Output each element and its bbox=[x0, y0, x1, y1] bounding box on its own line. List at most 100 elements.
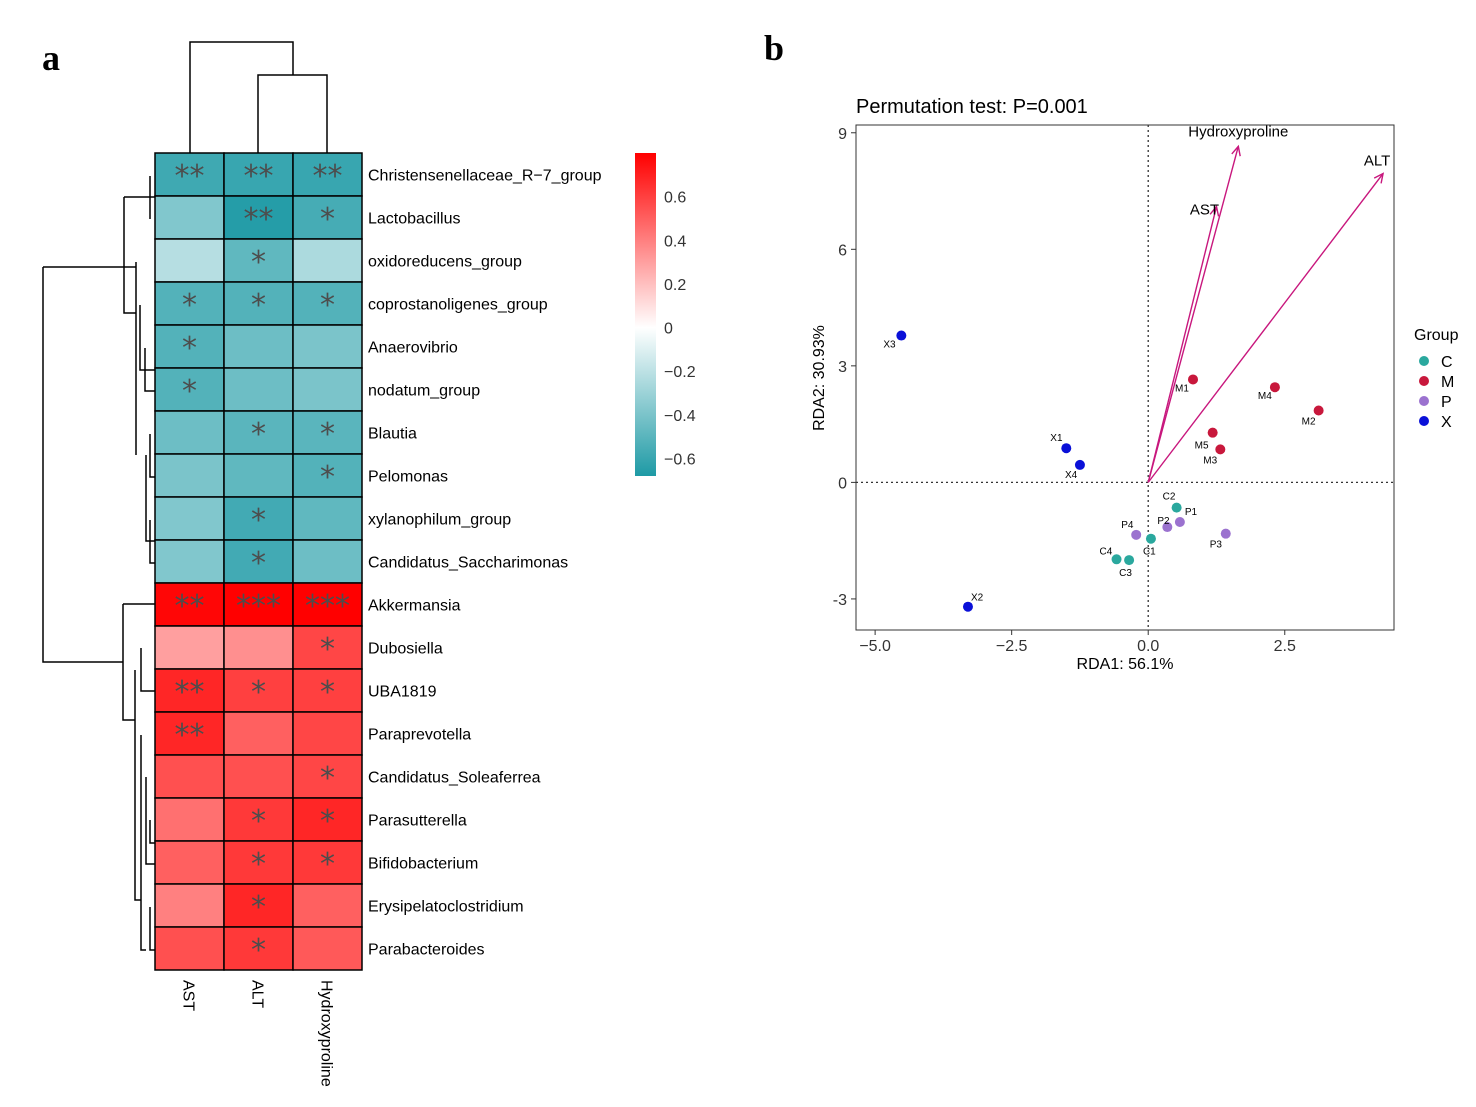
sample-label: M2 bbox=[1302, 417, 1316, 428]
heatmap-cell bbox=[223, 410, 294, 455]
significance-mark: * bbox=[320, 761, 335, 796]
heatmap-cell bbox=[154, 926, 225, 971]
sample-label: C4 bbox=[1100, 546, 1113, 557]
heatmap-cell bbox=[223, 195, 294, 240]
heatmap-cell bbox=[223, 754, 294, 799]
significance-mark: *** bbox=[236, 589, 281, 624]
sample-point bbox=[896, 330, 907, 341]
column-label: ALT bbox=[249, 980, 266, 1008]
col-dendro-branch-alt-hyp bbox=[257, 74, 328, 155]
significance-mark: * bbox=[182, 288, 197, 323]
heatmap-cell bbox=[292, 582, 363, 627]
env-arrow-head bbox=[1373, 172, 1385, 184]
row-dendro-neg-h bbox=[149, 520, 155, 564]
row-dendro-pos-e bbox=[145, 777, 155, 865]
legend-label: X bbox=[1441, 414, 1452, 431]
heatmap-cell bbox=[154, 539, 225, 584]
row-label: Bifidobacterium bbox=[368, 856, 478, 873]
row-dendro-neg-top bbox=[123, 197, 136, 314]
heatmap-cell bbox=[154, 883, 225, 928]
heatmap-cell bbox=[292, 711, 363, 756]
rda-plot-frame bbox=[855, 124, 1395, 631]
column-label: AST bbox=[180, 980, 197, 1011]
significance-mark: * bbox=[251, 890, 266, 925]
heatmap-cell bbox=[292, 883, 363, 928]
env-arrow-label: Hydroxyproline bbox=[1188, 123, 1288, 140]
row-dendro-root bbox=[42, 267, 123, 663]
sample-label: M4 bbox=[1258, 391, 1272, 402]
heatmap-panel: ** ** **** *** * **** ****** *** ****** * ***** ** *… bbox=[42, 41, 696, 1087]
colorbar-tick-label: −0.4 bbox=[664, 408, 696, 425]
env-arrows: Hydroxyproline ALT AST bbox=[1147, 123, 1390, 483]
x-tick-label: 0.0 bbox=[1137, 638, 1159, 655]
sample-point bbox=[1171, 502, 1182, 513]
significance-mark: * bbox=[320, 847, 335, 882]
row-dendro-neg-d bbox=[139, 305, 155, 371]
sample-label: C3 bbox=[1119, 568, 1132, 579]
colorbar-ticks: 0.6 0.4 0.2 0 −0.2 −0.4 −0.6 bbox=[664, 190, 696, 469]
rda-panel: Permutation test: P=0.001 −5.0 −2.5 0.0 2.5… bbox=[811, 96, 1459, 673]
x-axis-ticks: −5.0 −2.5 0.0 2.5 bbox=[859, 630, 1296, 655]
panel-label-b: b bbox=[764, 28, 784, 68]
sample-point bbox=[1313, 405, 1324, 416]
x-tick-label: 2.5 bbox=[1274, 638, 1296, 655]
heatmap-cell bbox=[154, 496, 225, 541]
row-label: Candidatus_Saccharimonas bbox=[368, 555, 568, 572]
significance-mark: * bbox=[251, 546, 266, 581]
row-dendro-neg-g bbox=[149, 434, 155, 478]
significance-mark: * bbox=[182, 331, 197, 366]
sample-point bbox=[1124, 555, 1135, 566]
significance-mark: * bbox=[320, 804, 335, 839]
sample-label: M5 bbox=[1195, 441, 1209, 452]
row-label: Blautia bbox=[368, 426, 417, 443]
heatmap-cell bbox=[223, 496, 294, 541]
row-label: nodatum_group bbox=[368, 383, 480, 400]
x-axis-label: RDA1: 56.1% bbox=[1077, 656, 1174, 673]
heatmap-cell bbox=[223, 926, 294, 971]
heatmap-cell bbox=[292, 840, 363, 885]
heatmap-cell bbox=[292, 410, 363, 455]
heatmap-cell bbox=[292, 625, 363, 670]
env-arrow-line bbox=[1147, 146, 1240, 483]
row-label: Paraprevotella bbox=[368, 727, 471, 744]
legend-title: Group bbox=[1414, 327, 1459, 344]
sample-points: C1 C2 C3 C4 M1 M2 M3 M4 M5 P1 P2 P3 P4 X1 X2 X3 X4 bbox=[883, 330, 1324, 612]
row-label: Erysipelatoclostridium bbox=[368, 899, 524, 916]
sample-label: C1 bbox=[1143, 547, 1156, 558]
heatmap-cell bbox=[154, 625, 225, 670]
x-tick-label: −2.5 bbox=[996, 638, 1028, 655]
heatmap-cell bbox=[292, 324, 363, 369]
heatmap-cell bbox=[223, 797, 294, 842]
sample-label: X1 bbox=[1050, 433, 1063, 444]
rda-title: Permutation test: P=0.001 bbox=[856, 96, 1088, 118]
significance-mark: ** bbox=[244, 159, 274, 194]
row-dendro-pos-top bbox=[122, 604, 135, 721]
legend-swatch bbox=[1419, 376, 1429, 386]
significance-mark: * bbox=[182, 374, 197, 409]
y-tick-label: 0 bbox=[838, 475, 847, 492]
row-labels: Christensenellaceae_R−7_group Lactobacill… bbox=[368, 168, 602, 959]
colorbar-gradient bbox=[635, 153, 656, 476]
x-tick-label: −5.0 bbox=[859, 638, 891, 655]
significance-mark: * bbox=[320, 288, 335, 323]
colorbar-tick-label: 0 bbox=[664, 321, 673, 338]
env-arrow-head bbox=[1209, 205, 1220, 217]
row-label: Dubosiella bbox=[368, 641, 443, 658]
row-label: xylanophilum_group bbox=[368, 512, 511, 529]
sample-point bbox=[1162, 522, 1173, 533]
heatmap-cell bbox=[292, 152, 363, 197]
row-label: Parasutterella bbox=[368, 813, 467, 830]
significance-mark: ** bbox=[175, 159, 205, 194]
row-label: UBA1819 bbox=[368, 684, 437, 701]
env-arrow-label: AST bbox=[1190, 202, 1219, 219]
colorbar-tick-label: −0.6 bbox=[664, 452, 696, 469]
legend-swatch bbox=[1419, 396, 1429, 406]
significance-mark: ** bbox=[175, 675, 205, 710]
sample-point bbox=[1174, 517, 1185, 528]
row-label: oxidoreducens_group bbox=[368, 254, 522, 271]
legend-swatch bbox=[1419, 356, 1429, 366]
sample-label: P3 bbox=[1210, 540, 1223, 551]
significance-mark: * bbox=[251, 503, 266, 538]
